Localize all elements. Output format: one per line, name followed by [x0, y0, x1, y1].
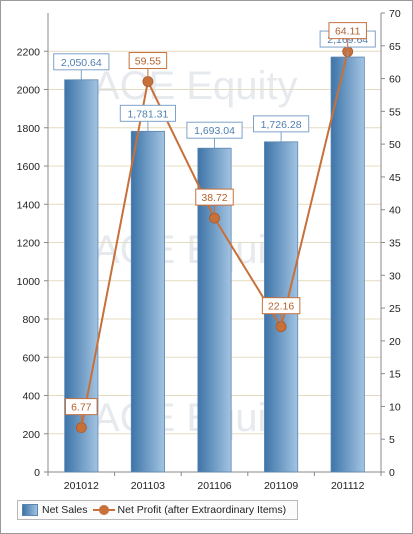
- legend-line-swatch: [92, 504, 115, 516]
- bar-net-sales: [130, 130, 165, 473]
- y-left-tick-label: 1800: [17, 123, 41, 135]
- bar-label-box: [53, 53, 110, 71]
- y-left-tick-label: 800: [22, 314, 40, 326]
- legend-item-net-sales: Net Sales: [22, 504, 88, 516]
- line-label-box: [65, 398, 98, 416]
- y-right-tick-label: 70: [389, 8, 401, 20]
- y-right-tick-label: 60: [389, 74, 401, 86]
- y-left-tick-label: 2000: [17, 85, 41, 97]
- line-label-box: [261, 297, 301, 315]
- line-label: 22.16: [268, 301, 294, 313]
- chart-legend: Net Sales Net Profit (after Extraordinar…: [17, 500, 299, 520]
- bar-label: 2,050.64: [61, 57, 102, 69]
- y-right-tick-label: 65: [389, 41, 401, 53]
- y-left-tick-label: 600: [22, 352, 40, 364]
- y-right-tick-label: 5: [389, 434, 395, 446]
- legend-label-net-sales: Net Sales: [42, 504, 88, 516]
- bar-label: 1,726.28: [261, 119, 302, 131]
- line-label: 64.11: [335, 26, 361, 38]
- bar-label-box: [186, 121, 243, 139]
- line-label: 6.77: [71, 402, 92, 414]
- bar-label: 1,781.31: [127, 108, 168, 120]
- y-right-tick-label: 35: [389, 238, 401, 250]
- bar-label-box: [119, 104, 177, 122]
- y-left-tick-label: 2200: [17, 46, 41, 58]
- y-right-tick-label: 55: [389, 106, 401, 118]
- x-tick-label: 201103: [131, 480, 165, 492]
- y-right-tick-label: 10: [389, 401, 401, 413]
- line-label-box: [195, 188, 234, 206]
- line-label-box: [128, 52, 168, 70]
- y-right-tick-label: 15: [389, 369, 401, 381]
- x-tick-label: 201012: [64, 480, 99, 492]
- x-tick-label: 201106: [197, 480, 231, 492]
- line-label-box: [328, 22, 367, 40]
- bar-label-box: [253, 115, 310, 133]
- y-left-tick-label: 1200: [17, 238, 41, 250]
- y-left-tick-label: 400: [22, 391, 40, 403]
- y-right-tick-label: 25: [389, 303, 401, 315]
- line-label: 59.55: [135, 56, 161, 68]
- watermark-text: ACE Equity: [93, 64, 298, 108]
- y-right-tick-label: 30: [389, 270, 401, 282]
- y-left-tick-label: 1000: [17, 276, 41, 288]
- y-left-tick-label: 1400: [17, 199, 41, 211]
- watermark-text: ACE Equity: [93, 228, 298, 272]
- watermark-text: ACE Equity: [93, 396, 298, 440]
- legend-bar-swatch: [22, 504, 38, 516]
- bar-label: 1,693.04: [194, 125, 235, 137]
- y-right-tick-label: 40: [389, 205, 401, 217]
- y-left-tick-label: 1600: [17, 161, 41, 173]
- y-right-tick-label: 20: [389, 336, 401, 348]
- bar-net-sales: [330, 56, 365, 473]
- x-tick-label: 201109: [264, 480, 298, 492]
- y-right-tick-label: 50: [389, 139, 401, 151]
- y-right-tick-label: 0: [389, 467, 395, 479]
- line-label: 38.72: [201, 192, 227, 204]
- legend-item-net-profit: Net Profit (after Extraordinary Items): [92, 504, 287, 516]
- y-right-tick-label: 45: [389, 172, 401, 184]
- x-tick-label: 201112: [331, 480, 365, 492]
- y-left-tick-label: 200: [22, 429, 40, 441]
- y-left-tick-label: 0: [34, 467, 40, 479]
- legend-label-net-profit: Net Profit (after Extraordinary Items): [117, 504, 287, 516]
